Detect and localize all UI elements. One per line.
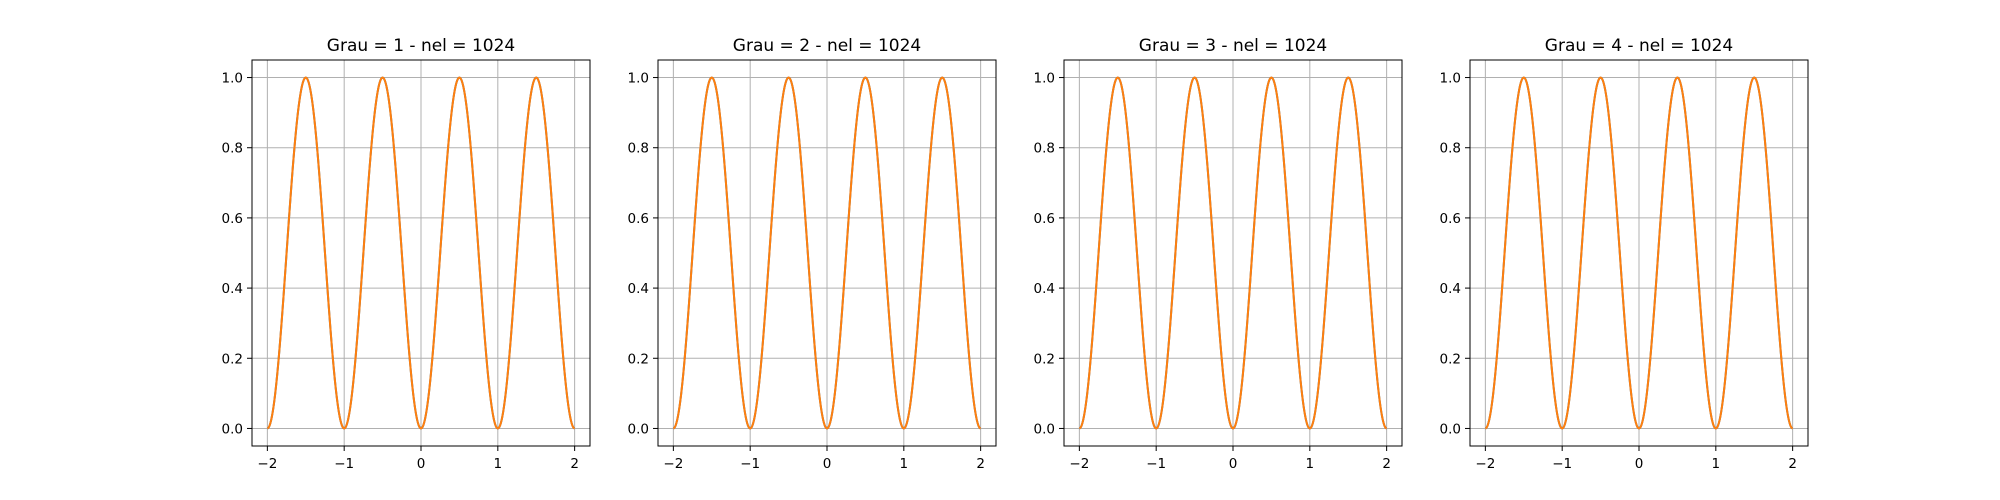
- y-tick-label: 0.6: [1440, 211, 1461, 227]
- series-group: [672, 76, 982, 430]
- series-line-2: [672, 76, 982, 430]
- x-tick-label: −1: [740, 456, 760, 472]
- x-tick-label: −1: [334, 456, 354, 472]
- y-tick-label: 0.8: [222, 141, 243, 157]
- x-tick-label: 2: [1382, 456, 1391, 472]
- subplot-1: Grau = 1 - nel = 1024 −2 −1 0 1 2 0.0 0.2 0.4 0.6…: [222, 36, 591, 472]
- x-tick-label: 0: [823, 456, 832, 472]
- x-tick-label: 2: [976, 456, 985, 472]
- y-tick-label: 1.0: [1440, 71, 1461, 87]
- y-tick-label: 0.2: [1034, 351, 1055, 367]
- y-tick-label: 1.0: [628, 71, 649, 87]
- y-tick-label: 0.8: [1440, 141, 1461, 157]
- y-tick-label: 0.4: [1440, 281, 1461, 297]
- y-tick-label: 0.4: [222, 281, 243, 297]
- y-tick-label: 0.6: [1034, 211, 1055, 227]
- y-tick-label: 0.4: [628, 281, 649, 297]
- series-group: [266, 76, 576, 430]
- series-line-2: [1484, 76, 1794, 430]
- x-tick-label: 0: [1229, 456, 1238, 472]
- series-group: [1484, 76, 1794, 430]
- series-line-2: [1078, 76, 1388, 430]
- y-tick-label: 1.0: [222, 71, 243, 87]
- y-tick-label: 0.8: [628, 141, 649, 157]
- x-tick-label: −2: [257, 456, 277, 472]
- y-tick-label: 0.6: [222, 211, 243, 227]
- subplot-2: Grau = 2 - nel = 1024 −2 −1 0 1 2 0.0 0.2 0.4 0.6…: [628, 36, 997, 472]
- y-tick-label: 0.4: [1034, 281, 1055, 297]
- x-tick-label: −2: [663, 456, 683, 472]
- x-tick-label: 1: [1306, 456, 1315, 472]
- x-tick-label: −1: [1552, 456, 1572, 472]
- y-tick-label: 0.2: [1440, 351, 1461, 367]
- subplots: Grau = 1 - nel = 1024 −2 −1 0 1 2 0.0 0.2 0.4 0.6…: [222, 36, 1809, 472]
- x-tick-label: 1: [1712, 456, 1721, 472]
- subplot-3: Grau = 3 - nel = 1024 −2 −1 0 1 2 0.0 0.2 0.4 0.6…: [1034, 36, 1403, 472]
- y-tick-label: 0.0: [222, 421, 243, 437]
- y-tick-label: 0.2: [628, 351, 649, 367]
- subplot-title: Grau = 1 - nel = 1024: [327, 36, 515, 56]
- x-tick-label: −2: [1069, 456, 1089, 472]
- x-tick-label: 0: [1635, 456, 1644, 472]
- subplot-title: Grau = 3 - nel = 1024: [1139, 36, 1327, 56]
- series-group: [1078, 76, 1388, 430]
- subplot-4: Grau = 4 - nel = 1024 −2 −1 0 1 2 0.0 0.2 0.4 0.6…: [1440, 36, 1809, 472]
- y-tick-label: 0.8: [1034, 141, 1055, 157]
- y-tick-label: 0.2: [222, 351, 243, 367]
- subplot-title: Grau = 2 - nel = 1024: [733, 36, 921, 56]
- x-tick-label: 2: [1788, 456, 1797, 472]
- x-tick-label: −1: [1146, 456, 1166, 472]
- x-tick-label: 1: [494, 456, 503, 472]
- y-tick-label: 0.0: [1440, 421, 1461, 437]
- series-line-2: [266, 76, 576, 430]
- y-tick-label: 0.6: [628, 211, 649, 227]
- y-tick-label: 0.0: [628, 421, 649, 437]
- x-tick-label: 0: [417, 456, 426, 472]
- y-tick-label: 0.0: [1034, 421, 1055, 437]
- subplot-title: Grau = 4 - nel = 1024: [1545, 36, 1733, 56]
- x-tick-label: −2: [1475, 456, 1495, 472]
- x-tick-label: 1: [900, 456, 909, 472]
- x-tick-label: 2: [570, 456, 579, 472]
- y-tick-label: 1.0: [1034, 71, 1055, 87]
